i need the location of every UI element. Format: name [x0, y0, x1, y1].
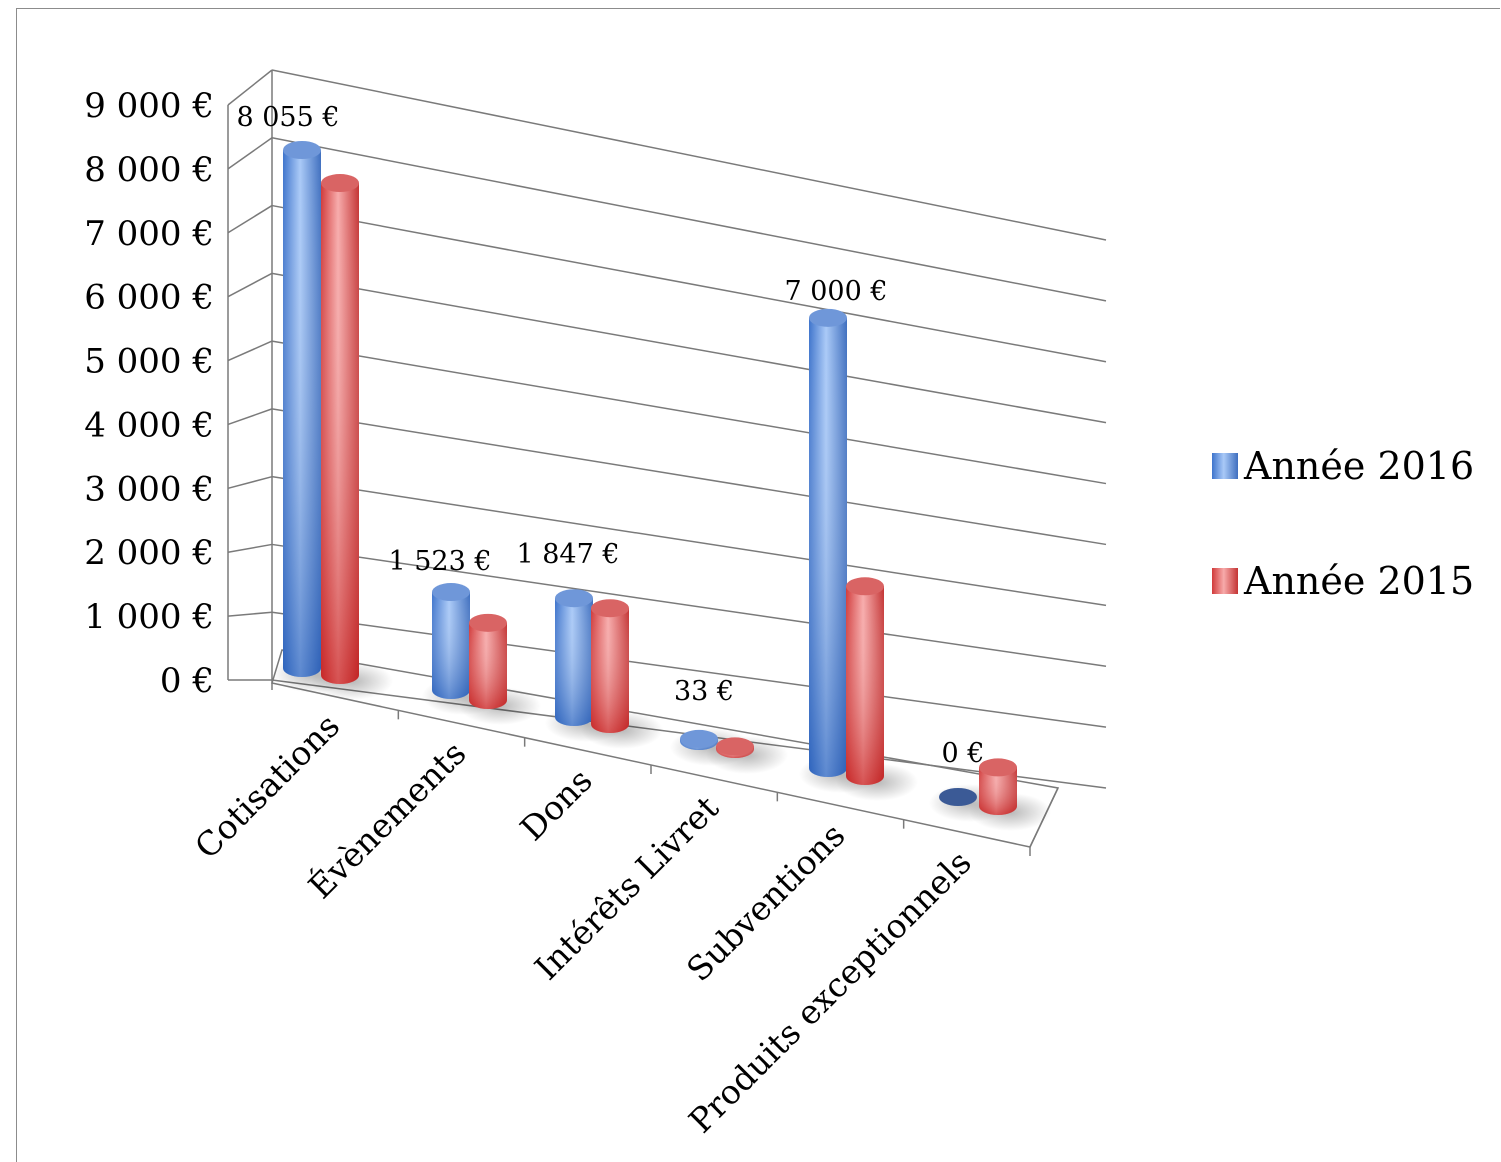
bar-layer: [283, 141, 1017, 815]
x-tick-label: Dons: [512, 761, 599, 848]
bar-body-shade: [591, 608, 629, 733]
y-tick-label: 9 000 €: [84, 86, 214, 126]
gridline-back: [271, 204, 1107, 363]
bar-top: [283, 141, 321, 159]
gridline-side: [227, 340, 273, 362]
gridline-side: [227, 204, 273, 234]
bar-body-shade: [321, 183, 359, 685]
gridline-back: [271, 137, 1107, 302]
gridline-side: [227, 408, 273, 426]
y-tick-label: 4 000 €: [84, 405, 214, 445]
bar-top: [979, 758, 1017, 777]
bar-2016-5: [939, 788, 977, 806]
gridline-back: [271, 272, 1107, 424]
bar-top: [939, 788, 977, 806]
bar-2016-0: [283, 141, 321, 677]
data-label: 1 847 €: [516, 539, 619, 570]
bar-body-shade: [469, 622, 507, 709]
data-label: 8 055 €: [236, 102, 339, 133]
y-tick-label: 7 000 €: [84, 214, 214, 254]
gridline-side: [227, 543, 273, 553]
x-tick-label: Cotisations: [187, 706, 347, 866]
data-label: 33 €: [674, 676, 734, 707]
gridline-side: [227, 137, 273, 170]
bar-2016-3: [680, 729, 718, 750]
bar-2015-4: [846, 577, 884, 785]
gridline-side: [227, 475, 273, 490]
bar-2015-3: [716, 737, 754, 758]
gridline-side: [227, 69, 273, 106]
data-label: 7 000 €: [784, 276, 887, 307]
y-tick-label: 3 000 €: [84, 469, 214, 509]
legend-label-2016: Année 2016: [1243, 444, 1474, 488]
data-label: 1 523 €: [388, 546, 491, 577]
gridline-back: [271, 475, 1107, 607]
y-tick-label: 1 000 €: [84, 597, 214, 637]
gridline-side: [227, 272, 273, 298]
x-tick-label: Produits exceptionnels: [681, 843, 979, 1141]
y-tick-label: 8 000 €: [84, 150, 214, 190]
bar-body-shade: [809, 317, 847, 777]
gridline-back: [271, 340, 1107, 485]
bar-top: [591, 599, 629, 618]
bar-body-shade: [432, 592, 470, 699]
data-label: 0 €: [942, 738, 985, 769]
bar-top: [555, 589, 593, 608]
legend-swatch-2015: [1212, 568, 1238, 594]
bar-body-shade: [846, 586, 884, 785]
bar-2016-1: [432, 583, 470, 699]
bar-body-shade: [979, 767, 1017, 815]
bar-top: [432, 583, 470, 602]
bar-top: [716, 737, 754, 756]
bar-top: [469, 613, 507, 632]
grid-layer: [227, 69, 1107, 789]
legend-swatch-2016: [1212, 453, 1238, 479]
chart-frame: [16, 8, 1500, 1162]
bar-2015-1: [469, 613, 507, 709]
gridline-back: [271, 543, 1107, 667]
x-tick-label: Subventions: [679, 815, 852, 988]
bar-2015-0: [321, 174, 359, 685]
bar-top: [321, 174, 359, 193]
bar-2016-4: [809, 308, 847, 777]
bar-2015-5: [979, 758, 1017, 815]
legend: Année 2016 Année 2015: [1212, 444, 1474, 603]
bar-top: [809, 308, 847, 327]
bar-body-shade: [555, 598, 593, 726]
x-tick-label: Évènements: [300, 733, 473, 906]
gridline-back: [271, 69, 1107, 241]
bar-top: [680, 729, 718, 748]
bar-top: [846, 577, 884, 596]
bar-2015-2: [591, 599, 629, 733]
gridline-back: [271, 408, 1107, 546]
legend-label-2015: Année 2015: [1243, 559, 1474, 603]
y-tick-label: 0 €: [160, 661, 214, 701]
y-tick-label: 5 000 €: [84, 342, 214, 382]
y-tick-label: 6 000 €: [84, 278, 214, 318]
y-tick-label: 2 000 €: [84, 533, 214, 573]
gridline-side: [227, 611, 273, 617]
bar-2016-2: [555, 589, 593, 726]
gridline-back: [271, 611, 1107, 728]
bar-body-shade: [283, 150, 321, 677]
